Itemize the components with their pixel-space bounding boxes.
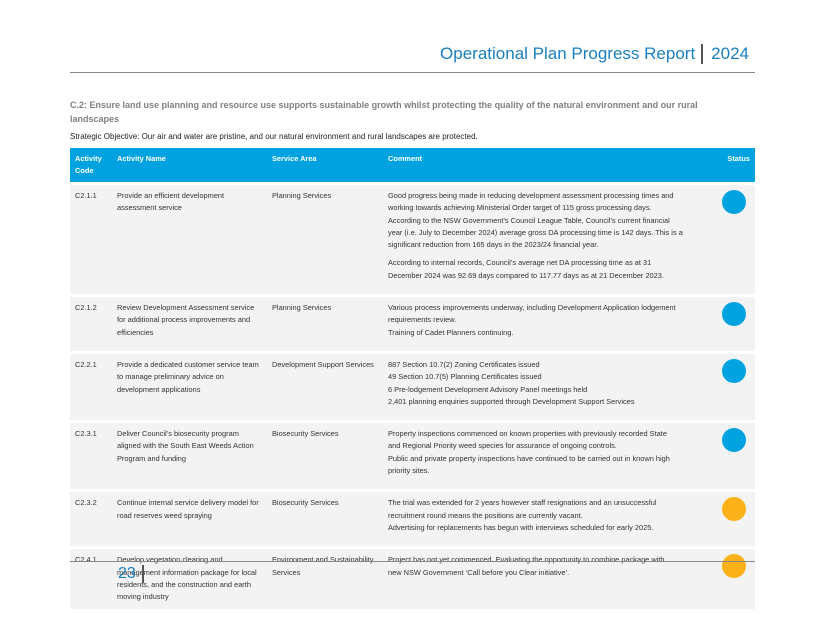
comment: Project has not yet commenced. Evaluatin… bbox=[383, 546, 713, 610]
page-number: 23 bbox=[118, 565, 144, 583]
status-indicator bbox=[722, 554, 746, 579]
comment-paragraph: 887 Section 10.7(2) Zoning Certificates … bbox=[388, 359, 708, 408]
comment-line: recruitment round means the positions ar… bbox=[388, 510, 583, 520]
comment-line: year (i.e. July to December 2024) averag… bbox=[388, 227, 683, 237]
service-area: Development Support Services bbox=[267, 350, 383, 422]
status-indicator bbox=[722, 428, 746, 453]
activity-name: Deliver Council’s biosecurity program al… bbox=[112, 420, 267, 491]
status-indicator bbox=[722, 497, 746, 522]
activity-name: Provide a dedicated customer service tea… bbox=[112, 350, 267, 422]
table-row: C2.3.2 Continue internal service delivery… bbox=[70, 489, 755, 548]
status bbox=[713, 294, 755, 353]
comment-paragraph: Project has not yet commenced. Evaluatin… bbox=[388, 554, 708, 579]
comment-line: new NSW Government ‘Call before you Clea… bbox=[388, 567, 570, 577]
comment-line: Property inspections commenced on known … bbox=[388, 429, 667, 439]
section-title: C.2: Ensure land use planning and resour… bbox=[70, 100, 698, 124]
status bbox=[713, 420, 755, 491]
footer-rule bbox=[70, 561, 755, 562]
comment-line: requirements review. bbox=[388, 315, 457, 325]
table-row: C2.1.1 Provide an efficient development a… bbox=[70, 181, 755, 296]
column-header: Activity Name bbox=[112, 148, 267, 184]
comment-line: The trial was extended for 2 years howev… bbox=[388, 498, 657, 508]
comment-line: December 2024 was 92.69 days compared to… bbox=[388, 270, 664, 280]
table-body: C2.1.1 Provide an efficient development a… bbox=[70, 181, 755, 610]
table-row: C2.3.1 Deliver Council’s biosecurity prog… bbox=[70, 420, 755, 491]
activity-name: Develop vegetation clearing and manageme… bbox=[112, 546, 267, 610]
comment-line: Various process improvements underway, i… bbox=[388, 303, 676, 313]
comment: The trial was extended for 2 years howev… bbox=[383, 489, 713, 548]
header-row: Activity Code Activity Name Service Area Co… bbox=[70, 148, 755, 184]
comment-line: working towards achieving Ministerial Or… bbox=[388, 203, 652, 213]
table-row: C2.1.2 Review Development Assessment serv… bbox=[70, 294, 755, 353]
service-area: Planning Services bbox=[267, 181, 383, 296]
service-area: Environment and Sustainability Services bbox=[267, 546, 383, 610]
comment-line: According to the NSW Government’s Counci… bbox=[388, 215, 670, 225]
comment-line: significant reduction from 165 days in t… bbox=[388, 240, 599, 250]
comment-line: Training of Cadet Planners continuing. bbox=[388, 327, 514, 337]
status bbox=[713, 546, 755, 610]
objective: Strategic Objective: Our air and water a… bbox=[70, 132, 478, 141]
comment: 887 Section 10.7(2) Zoning Certificates … bbox=[383, 350, 713, 422]
activity-code: C2.1.2 bbox=[70, 294, 112, 353]
activity-code: C2.1.1 bbox=[70, 181, 112, 296]
activity-name: Continue internal service delivery model… bbox=[112, 489, 267, 548]
comment-paragraph: Property inspections commenced on known … bbox=[388, 428, 708, 477]
status-indicator bbox=[722, 190, 746, 214]
comment: Various process improvements underway, i… bbox=[383, 294, 713, 353]
service-area: Planning Services bbox=[267, 294, 383, 353]
comment-line: Good progress being made in reducing dev… bbox=[388, 191, 674, 200]
status bbox=[713, 350, 755, 422]
comment-line: 49 Section 10.7(5) Planning Certificates… bbox=[388, 372, 542, 382]
comment: Good progress being made in reducing dev… bbox=[383, 181, 713, 296]
comment-paragraph: The trial was extended for 2 years howev… bbox=[388, 497, 708, 534]
status bbox=[713, 489, 755, 548]
status-indicator bbox=[722, 302, 746, 327]
activity-code: C2.3.1 bbox=[70, 420, 112, 491]
comment-paragraph: Good progress being made in reducing dev… bbox=[388, 190, 708, 251]
header: Operational Plan Progress Report 2024 bbox=[440, 44, 749, 64]
report-year: 2024 bbox=[701, 44, 749, 64]
column-header: Comment bbox=[383, 148, 713, 184]
comment-line: 887 Section 10.7(2) Zoning Certificates … bbox=[388, 359, 540, 369]
comment-line: Public and private property inspections … bbox=[388, 453, 670, 463]
comment-line: Advertising for replacements has begun w… bbox=[388, 522, 654, 532]
activity-code: C2.2.1 bbox=[70, 350, 112, 422]
report-title: Operational Plan Progress Report bbox=[440, 44, 696, 63]
column-header: Status bbox=[713, 148, 755, 184]
comment-line: Project has not yet commenced. Evaluatin… bbox=[388, 555, 665, 565]
comment-line: According to internal records, Council’s… bbox=[388, 258, 652, 268]
column-header: Activity Code bbox=[70, 148, 112, 184]
comment-line: 2,401 planning enquiries supported throu… bbox=[388, 396, 635, 406]
comment-line: 6 Pre-lodgement Development Advisory Pan… bbox=[388, 384, 588, 394]
comment: Property inspections commenced on known … bbox=[383, 420, 713, 491]
status-indicator bbox=[722, 358, 746, 383]
comment-paragraph: According to internal records, Council’s… bbox=[388, 257, 708, 282]
activity-name: Provide an efficient development assessm… bbox=[112, 181, 267, 296]
header-rule bbox=[70, 72, 755, 73]
table-row: C2.2.1 Provide a dedicated customer servi… bbox=[70, 350, 755, 422]
comment-line: and Regional Priority weed species for a… bbox=[388, 441, 617, 451]
progress-table: Activity Code Activity Name Service Area Co… bbox=[70, 148, 755, 610]
column-header: Service Area bbox=[267, 148, 383, 184]
status bbox=[713, 181, 755, 296]
activity-code: C2.4.1 bbox=[70, 546, 112, 610]
service-area: Biosecurity Services bbox=[267, 489, 383, 548]
table-row: C2.4.1 Develop vegetation clearing and ma… bbox=[70, 546, 755, 610]
comment-line: priority sites. bbox=[388, 466, 430, 476]
activity-name: Review Development Assessment service fo… bbox=[112, 294, 267, 353]
activity-code: C2.3.2 bbox=[70, 489, 112, 548]
comment-paragraph: Various process improvements underway, i… bbox=[388, 302, 708, 339]
service-area: Biosecurity Services bbox=[267, 420, 383, 491]
